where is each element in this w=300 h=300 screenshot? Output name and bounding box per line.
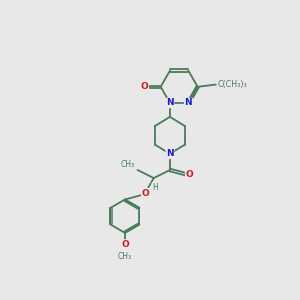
Text: N: N bbox=[166, 149, 174, 158]
Text: O: O bbox=[142, 189, 149, 198]
Text: O: O bbox=[121, 240, 129, 249]
Text: O: O bbox=[141, 82, 148, 91]
Text: N: N bbox=[184, 98, 192, 107]
Text: O: O bbox=[186, 170, 194, 179]
Text: N: N bbox=[166, 98, 174, 107]
Text: C(CH₃)₃: C(CH₃)₃ bbox=[217, 80, 247, 89]
Text: H: H bbox=[152, 183, 158, 192]
Text: CH₃: CH₃ bbox=[121, 160, 135, 169]
Text: CH₃: CH₃ bbox=[118, 252, 132, 261]
